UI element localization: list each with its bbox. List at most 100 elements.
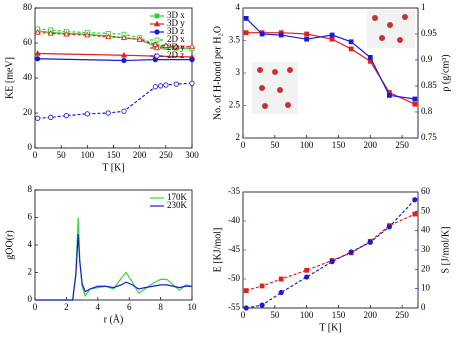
marker: [259, 302, 265, 308]
x-tick-label: 300: [185, 150, 199, 160]
y2-tick-label: 0.9: [421, 54, 433, 64]
x-tick-label: 0: [33, 302, 38, 312]
y2-tick-label: 0.75: [421, 132, 437, 142]
marker: [154, 13, 160, 19]
x-axis-label: T [K]: [102, 162, 124, 173]
series-line: [37, 52, 193, 58]
y2-axis-label: S [J/mol/K]: [440, 227, 451, 274]
marker: [120, 34, 128, 40]
marker: [47, 29, 54, 36]
marker: [35, 115, 41, 121]
x-tick-label: 200: [364, 140, 378, 150]
legend-label: 2D y: [167, 42, 185, 52]
x-tick-label: 150: [332, 140, 346, 150]
marker: [121, 57, 127, 64]
marker: [304, 36, 310, 42]
y2-tick-label: 0.85: [421, 80, 437, 90]
x-tick-label: 50: [270, 140, 280, 150]
x-tick-label: 0: [33, 150, 38, 160]
y-tick-label: -50: [228, 273, 240, 283]
y-tick-label: 60: [23, 37, 33, 47]
marker: [412, 101, 418, 107]
marker: [152, 84, 158, 90]
y-tick-label: 6: [28, 212, 33, 222]
atom: [259, 85, 265, 91]
plot-frame: [242, 191, 419, 309]
y-axis-label: gOO(r): [4, 230, 15, 259]
marker: [386, 224, 392, 230]
marker: [34, 29, 41, 35]
panel: 0 50 100 150 200 250 2 2.5 3 3.5 4 0.75 0.8 0.85 0.9 0.…: [212, 2, 451, 150]
x-tick-label: 250: [159, 150, 173, 160]
y-tick-label: 80: [23, 2, 33, 12]
marker: [154, 37, 160, 43]
atom: [262, 103, 268, 109]
marker: [412, 96, 418, 102]
marker: [84, 111, 90, 117]
x-tick-label: 100: [81, 150, 95, 160]
legend-label: 3D y: [167, 18, 185, 28]
y-tick-label: 40: [23, 72, 33, 82]
marker: [136, 36, 143, 42]
series-line: [35, 233, 192, 301]
y-tick-label: -35: [228, 186, 240, 196]
marker: [35, 56, 41, 62]
y-tick-label: 3: [236, 67, 241, 77]
x-tick-label: 0: [241, 310, 246, 320]
atom: [397, 37, 403, 43]
atom: [387, 22, 393, 28]
y-tick-label: -45: [228, 244, 240, 254]
marker: [163, 82, 169, 88]
marker: [188, 43, 196, 49]
marker: [367, 239, 373, 245]
marker: [329, 258, 335, 265]
marker: [278, 289, 284, 296]
y2-tick-label: 60: [421, 186, 431, 196]
atom: [277, 87, 283, 93]
y-tick-label: 2: [28, 267, 33, 277]
marker: [329, 32, 335, 38]
marker: [121, 108, 127, 114]
marker: [48, 114, 54, 120]
marker: [278, 276, 284, 282]
marker: [63, 30, 70, 37]
y-tick-label: 0: [28, 142, 33, 152]
y-axis-label: KE [meV]: [4, 57, 15, 99]
series-line: [246, 199, 416, 309]
marker: [304, 274, 310, 280]
atom: [257, 67, 263, 73]
marker: [158, 83, 164, 89]
series-line: [37, 58, 192, 62]
y-tick-label: 20: [23, 107, 33, 117]
panel: 0 50 100 150 200 250 300 0 20 40 60 80 T [K] KE [meV]…: [4, 2, 199, 173]
marker: [243, 15, 249, 21]
marker: [386, 92, 392, 98]
x-tick-label: 10: [188, 302, 198, 312]
atom: [287, 67, 293, 73]
y-tick-label: 2.5: [229, 100, 241, 110]
y-tick-label: -40: [228, 215, 240, 225]
atom: [379, 35, 385, 41]
marker: [84, 31, 91, 38]
marker: [243, 305, 249, 311]
marker: [329, 36, 335, 42]
y2-tick-label: 20: [421, 263, 431, 273]
x-tick-label: 100: [300, 310, 314, 320]
y2-tick-label: 0.95: [421, 28, 437, 38]
x-tick-label: 0: [241, 140, 246, 150]
series-line: [37, 82, 193, 119]
legend-label: 170K: [167, 192, 188, 202]
y2-tick-label: 40: [421, 225, 431, 235]
x-tick-label: 150: [107, 150, 121, 160]
x-tick-label: 200: [133, 150, 147, 160]
legend-label: 2D x: [167, 34, 185, 44]
marker: [162, 42, 169, 48]
marker: [243, 288, 249, 294]
y-tick-label: 4: [236, 2, 241, 12]
atom: [272, 69, 278, 75]
x-tick-label: 200: [364, 310, 378, 320]
x-tick-label: 50: [57, 150, 67, 160]
x-tick-label: 2: [64, 302, 69, 312]
y-tick-label: 2: [236, 132, 241, 142]
